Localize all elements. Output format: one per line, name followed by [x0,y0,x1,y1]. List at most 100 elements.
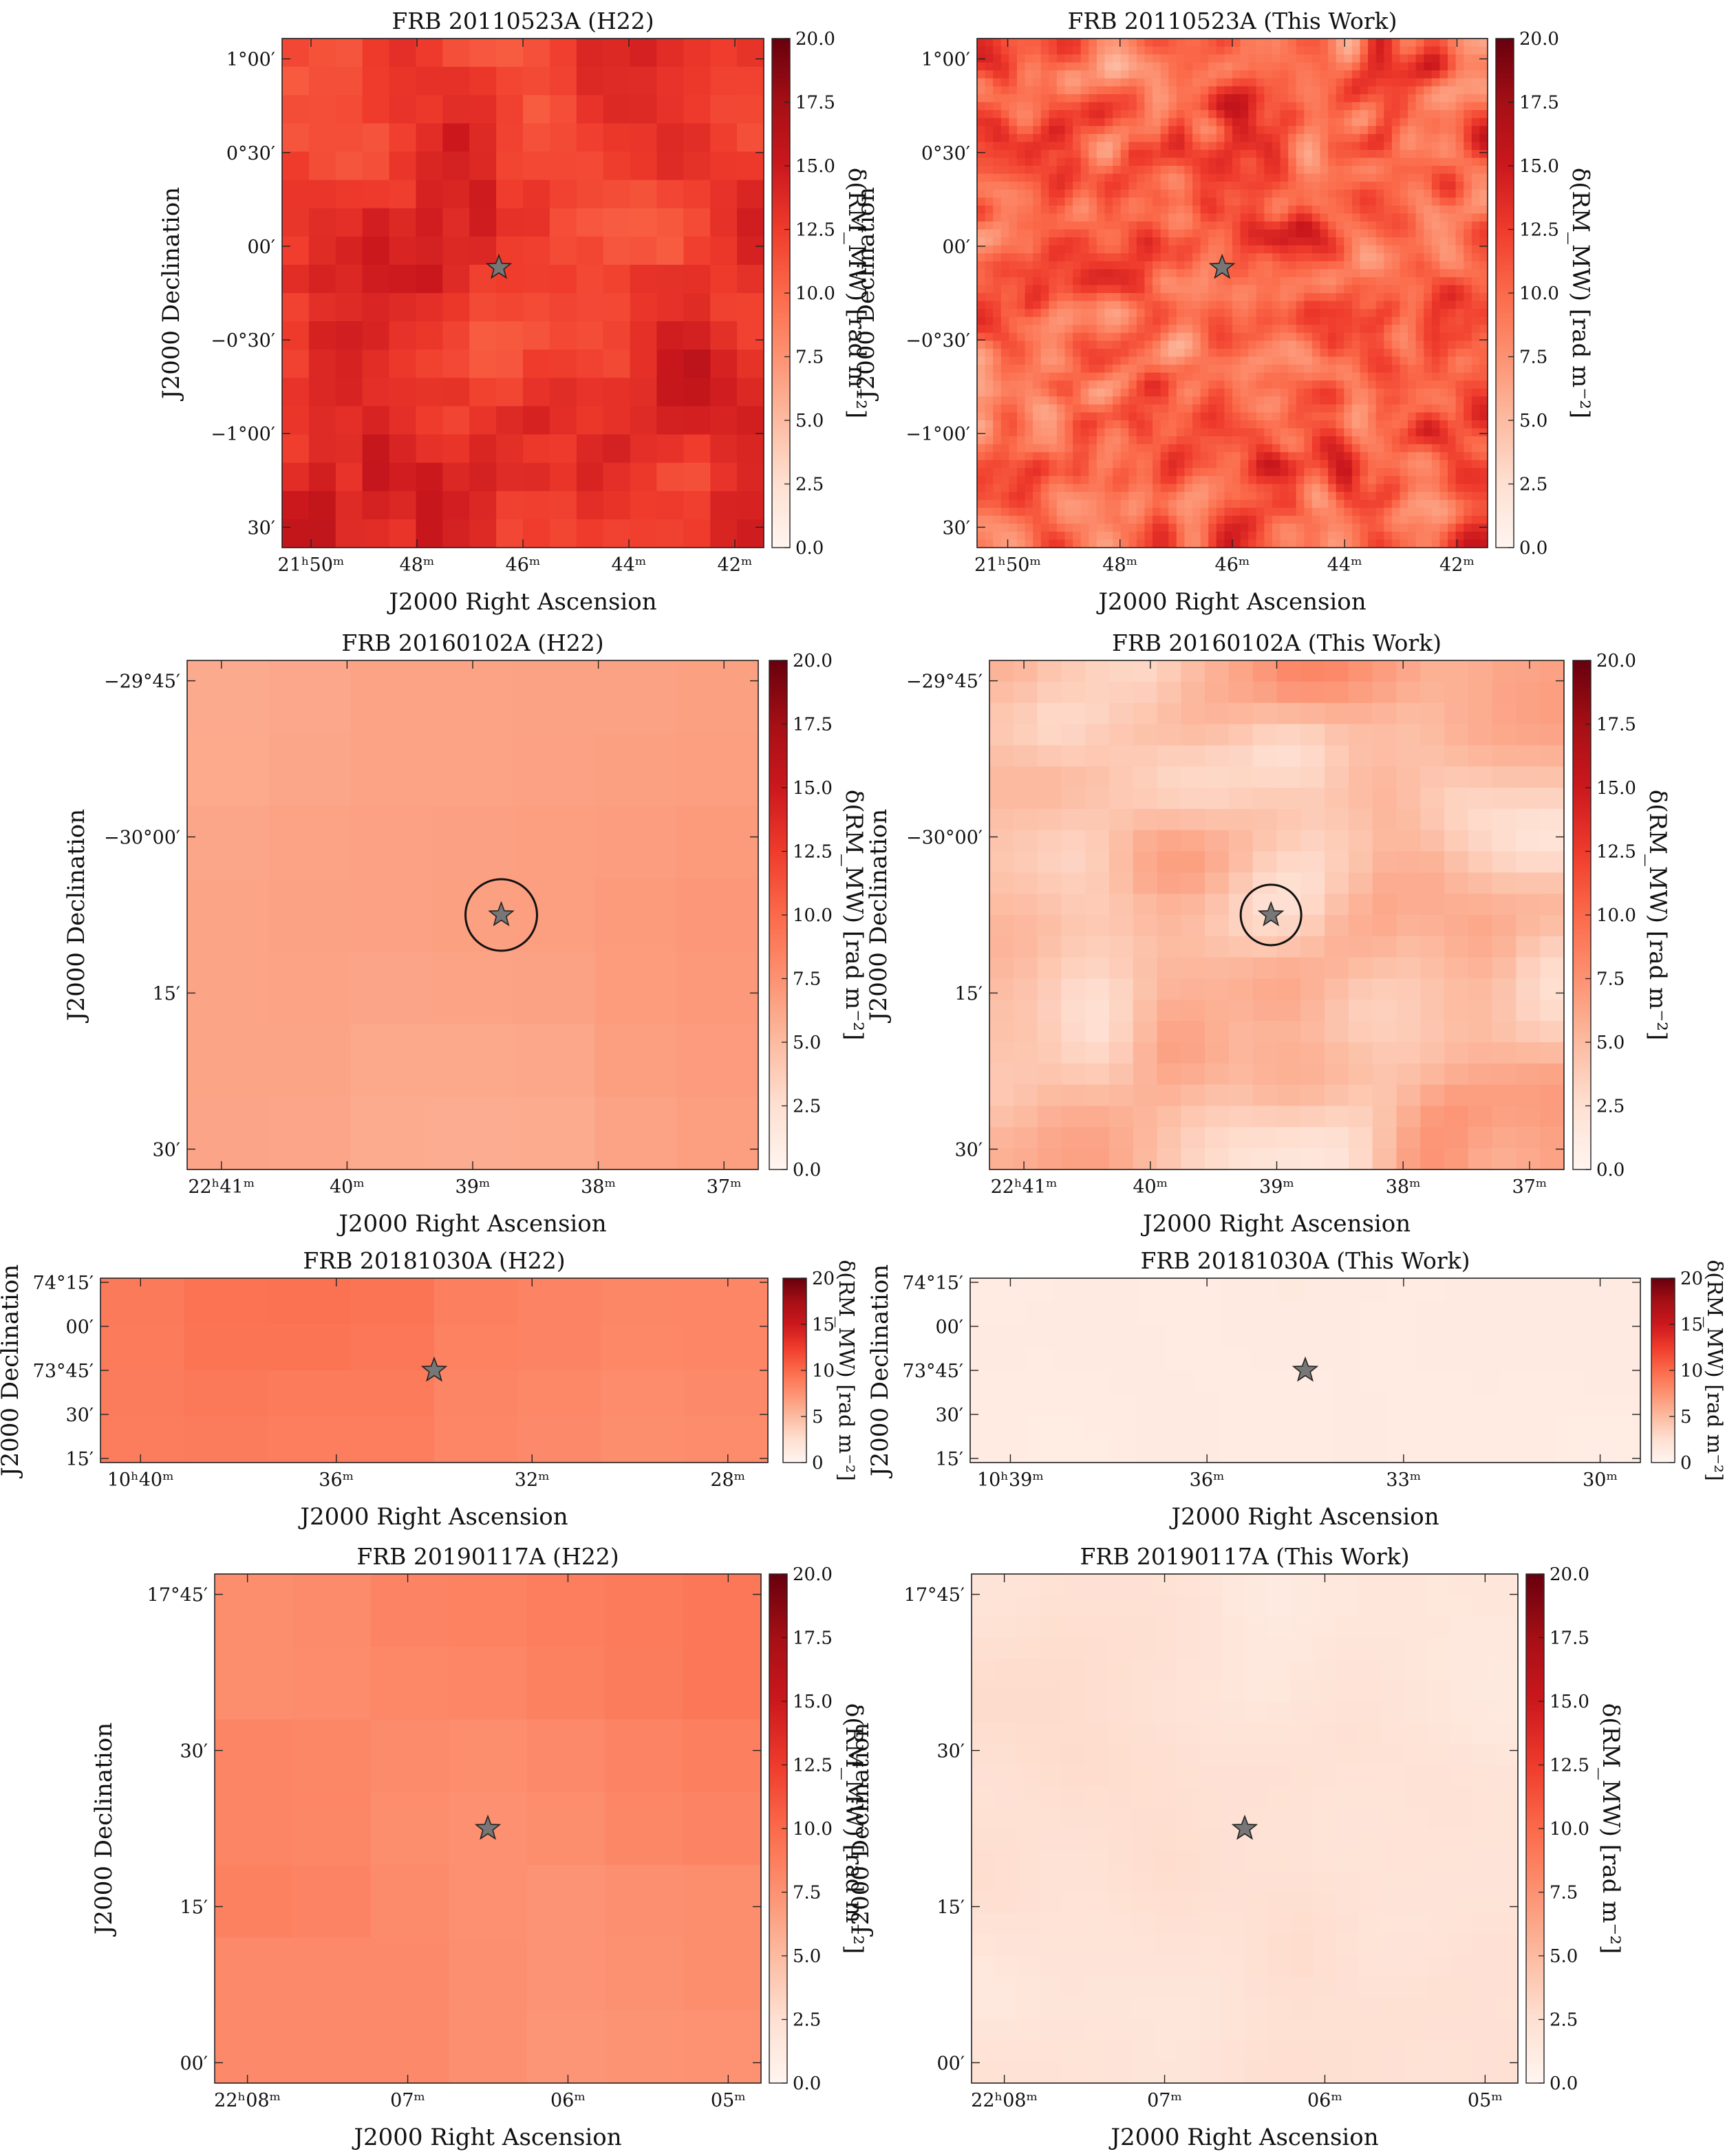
heatmap-cell [1328,86,1337,95]
heatmap-cell [1192,332,1201,341]
heatmap-cell [1248,197,1257,206]
heatmap-cell [710,434,738,464]
heatmap-cell [1375,332,1384,341]
heatmap-cell [1296,158,1305,166]
heatmap-cell [1056,94,1066,103]
heatmap-cell [1168,524,1177,532]
heatmap-cell [1064,404,1073,413]
heatmap-cell [282,123,310,153]
heatmap-cell [1176,54,1186,63]
heatmap-cell [1471,39,1480,47]
heatmap-cell [630,67,658,96]
heatmap-cell [1448,492,1457,501]
heatmap-cell [1025,277,1033,286]
heatmap-cell [1325,915,1349,937]
heatmap-cell [1439,102,1448,111]
heatmap-cells-p3 [187,660,759,1170]
heatmap-cell [1120,420,1129,429]
heatmap-cell [1176,420,1186,429]
heatmap-cell [1248,539,1257,548]
heatmap-cell [1408,261,1417,270]
heatmap-cell [1064,261,1073,270]
heatmap-cell [1375,118,1384,127]
colorbar-tick-label: 12.5 [793,842,833,863]
heatmap-cell [1184,412,1193,421]
heatmap-cell [1113,133,1122,142]
heatmap-cell [1391,221,1401,230]
heatmap-cell [1120,182,1129,191]
heatmap-cell [1248,309,1257,318]
heatmap-cell [1272,118,1281,127]
heatmap-cell [1375,173,1384,182]
heatmap-cell [1344,341,1353,349]
heatmap-cell [1328,70,1337,79]
heatmap-cell [1360,531,1369,541]
heatmap-cell [1184,110,1193,119]
heatmap-cell [1264,492,1273,501]
heatmap-cell [1248,531,1257,541]
heatmap-cell [1396,915,1421,937]
heatmap-cell [1280,285,1289,294]
heatmap-cell [985,269,994,278]
heatmap-cell [1455,380,1464,389]
heatmap-cell [977,396,986,405]
heatmap-cell [1073,70,1082,79]
heatmap-cell [1232,388,1241,397]
heatmap-cell [1479,173,1488,182]
heatmap-cell [1200,508,1209,517]
heatmap-cell [1384,388,1393,397]
heatmap-cell [1153,539,1161,548]
heatmap-cell [1240,94,1249,103]
heatmap-cell [1431,404,1441,413]
heatmap-cell [1144,189,1153,198]
heatmap-cell [1280,189,1289,198]
heatmap-cell [1311,221,1321,230]
heatmap-cell [1144,182,1153,191]
heatmap-cell [416,180,443,209]
heatmap-cell [1176,86,1186,95]
heatmap-cell [1256,475,1265,485]
heatmap-cell [1360,221,1369,230]
heatmap-cell [1431,325,1441,334]
heatmap-cell [1344,380,1353,389]
heatmap-cell [1033,110,1042,119]
heatmap-cell [1320,293,1329,302]
heatmap-cell [1033,197,1042,206]
heatmap-cell [1184,524,1193,532]
heatmap-cell [1351,213,1361,222]
heatmap-cell [1033,39,1042,47]
heatmap-cell [1056,332,1066,341]
heatmap-cell [1384,149,1393,159]
heatmap-cell [1224,301,1233,310]
heatmap-cell [710,349,738,378]
heatmap-cell [1344,293,1353,302]
heatmap-cell [985,452,994,461]
heatmap-cell [1128,46,1137,55]
heatmap-cell [268,1024,351,1097]
heatmap-cell [1344,460,1353,468]
heatmap-cell [1320,221,1329,230]
heatmap-cell [1400,332,1408,341]
heatmap-cell [1431,508,1441,517]
heatmap-cell [1000,285,1009,294]
heatmap-cell [1264,102,1273,111]
heatmap-cell [1391,261,1401,270]
heatmap-cell [1064,492,1073,501]
heatmap-cell [1408,388,1417,397]
heatmap-cell [1153,78,1161,87]
heatmap-cell [1415,86,1424,95]
heatmap-cell [1408,213,1417,222]
heatmap-cell [1372,702,1397,725]
heatmap-cell [1280,499,1289,508]
heatmap-cell [1400,189,1408,198]
heatmap-cell [1064,182,1073,191]
heatmap-cell [1360,253,1369,262]
heatmap-cell [1264,365,1273,374]
heatmap-cell [1216,110,1225,119]
heatmap-cell [993,309,1002,318]
heatmap-cell [187,1024,270,1097]
x-tick-label: 48ᵐ [1102,554,1137,576]
heatmap-cell [1080,428,1089,437]
heatmap-cell [1049,237,1058,246]
heatmap-cell [993,173,1002,182]
